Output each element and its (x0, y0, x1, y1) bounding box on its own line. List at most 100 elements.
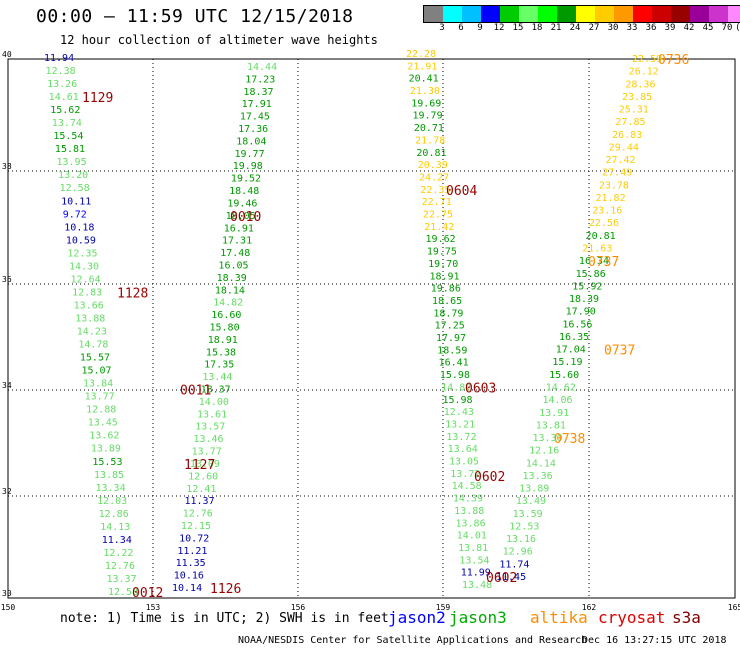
wave-height-label: 20.71 (414, 123, 444, 134)
colorbar-swatch (576, 6, 595, 22)
wave-height-label: 15.07 (81, 366, 111, 377)
time-tag: 0736 (658, 53, 689, 68)
legend-jason2: jason2 (388, 608, 446, 627)
wave-height-label: 14.78 (78, 340, 108, 351)
wave-height-label: 22.59 (632, 54, 662, 65)
wave-height-label: 22.28 (406, 49, 436, 60)
wave-height-label: 12.41 (186, 484, 216, 495)
wave-height-label: 21.30 (410, 86, 440, 97)
wave-height-label: 18.04 (236, 136, 266, 147)
wave-height-label: 13.57 (195, 422, 225, 433)
lon-tick-label: 150 (1, 603, 16, 612)
wave-height-label: 13.88 (454, 506, 484, 517)
wave-height-label: 9.72 (63, 209, 87, 220)
wave-height-label: 22.56 (589, 218, 619, 229)
wave-height-label: 13.26 (47, 79, 77, 90)
time-tag: 0738 (554, 432, 585, 447)
colorbar-tick: 30 (607, 23, 619, 33)
wave-height-label: 13.62 (89, 431, 119, 442)
colorbar-swatch (671, 6, 690, 22)
wave-height-label: 14.82 (441, 382, 471, 393)
wave-height-label: 19.79 (413, 111, 443, 122)
colorbar-tick: 42 (683, 23, 695, 33)
wave-height-label: 18.91 (208, 335, 238, 346)
wave-height-label: 26.12 (629, 67, 659, 78)
wave-height-label: 19.46 (227, 198, 257, 209)
wave-height-label: 17.25 (435, 321, 465, 332)
wave-height-label: 24.27 (419, 172, 449, 183)
colorbar-tick: 39 (664, 23, 676, 33)
legend-jason3: jason3 (449, 608, 507, 627)
colorbar-tick: 70 (721, 23, 733, 33)
wave-height-label: 14.01 (457, 531, 487, 542)
wave-height-label: 20.41 (409, 74, 439, 85)
wave-height-label: 11.34 (102, 535, 132, 546)
wave-height-label: 16.35 (559, 332, 589, 343)
wave-height-label: 12.96 (503, 547, 533, 558)
wave-height-label: 27.49 (602, 168, 632, 179)
wave-height-label: 18.79 (433, 308, 463, 319)
wave-height-label: 14.61 (49, 92, 79, 103)
time-tag: 1126 (210, 582, 241, 597)
lon-tick-label: 153 (146, 603, 161, 612)
wave-height-label: 13.84 (83, 379, 113, 390)
lat-tick-label: 30 (2, 589, 12, 598)
wave-height-label: 16.91 (224, 223, 254, 234)
map-subtitle: 12 hour collection of altimeter wave hei… (60, 33, 378, 47)
wave-height-label: 15.98 (442, 395, 472, 406)
wave-height-label: 13.36 (523, 471, 553, 482)
wave-height-label: 11.35 (176, 558, 206, 569)
wave-height-label: 11.74 (499, 559, 529, 570)
wave-height-label: 12.15 (181, 521, 211, 532)
wave-height-label: 19.69 (411, 98, 441, 109)
wave-height-label: 13.72 (450, 469, 480, 480)
wave-height-label: 15.80 (210, 323, 240, 334)
wave-height-label: 14.82 (213, 298, 243, 309)
wave-height-label: 21.78 (415, 135, 445, 146)
wave-height-label: 12.58 (108, 587, 138, 598)
wave-height-label: 13.16 (506, 534, 536, 545)
wave-height-label: 13.21 (445, 419, 475, 430)
footer-timestamp: Dec 16 13:27:15 UTC 2018 (582, 635, 727, 646)
lat-tick-label: 34 (2, 381, 12, 390)
wave-height-label: 17.97 (436, 333, 466, 344)
wave-height-label: 13.74 (52, 118, 82, 129)
wave-height-label: 15.98 (440, 370, 470, 381)
wave-height-label: 14.58 (452, 481, 482, 492)
time-tag: 0737 (604, 344, 635, 359)
colorbar-swatch (614, 6, 633, 22)
wave-height-label: 15.86 (576, 269, 606, 280)
colorbar-tick: 12 (493, 23, 505, 33)
wave-height-label: 18.91 (429, 271, 459, 282)
wave-height-label: 13.81 (458, 543, 488, 554)
wave-height-label: 12.86 (99, 509, 129, 520)
wave-height-label: 13.37 (106, 574, 136, 585)
colorbar-tick: 27 (588, 23, 600, 33)
wave-height-label: 15.19 (552, 357, 582, 368)
wave-height-label: 13.59 (513, 509, 543, 520)
wave-height-label: 14.06 (542, 395, 572, 406)
wave-height-label: 13.91 (539, 408, 569, 419)
colorbar-tick: 21 (550, 23, 562, 33)
colorbar-swatch (481, 6, 500, 22)
wave-height-label: 11.37 (185, 496, 215, 507)
wave-height-label: 13.89 (519, 484, 549, 495)
wave-height-label: 15.92 (572, 281, 602, 292)
wave-height-label: 22.35 (420, 185, 450, 196)
wave-height-label: 12.60 (188, 471, 218, 482)
colorbar-tick: 45 (702, 23, 714, 33)
wave-height-label: 11.21 (177, 546, 207, 557)
wave-height-label: 17.31 (222, 236, 252, 247)
wave-height-label: 13.64 (448, 444, 478, 455)
wave-height-label: 18.39 (569, 294, 599, 305)
wave-height-label: 23.78 (599, 180, 629, 191)
wave-height-label: 13.46 (193, 434, 223, 445)
colorbar-swatch (462, 6, 481, 22)
wave-height-label: 14.23 (77, 327, 107, 338)
wave-height-label: 20.39 (418, 160, 448, 171)
wave-height-label: 13.05 (449, 457, 479, 468)
wave-height-label: 13.34 (96, 483, 126, 494)
wave-height-label: 14.13 (100, 522, 130, 533)
wave-height-label: 15.81 (55, 144, 85, 155)
wave-height-label: 13.54 (459, 555, 489, 566)
